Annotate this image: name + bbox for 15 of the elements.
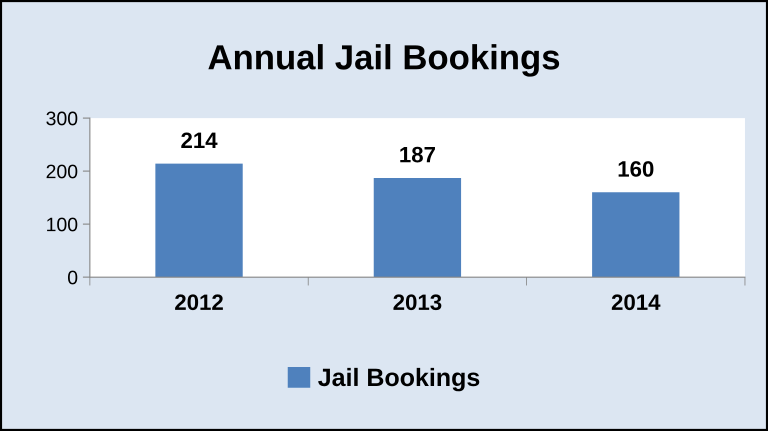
y-tick-label: 300	[46, 112, 78, 126]
y-tick-label: 200	[46, 164, 78, 178]
y-tick-label: 100	[47, 218, 78, 232]
legend-label: Jail Bookings	[318, 368, 480, 392]
x-tick-label: 2014	[612, 294, 660, 310]
x-tick-label: 2013	[393, 294, 442, 310]
data-label: 214	[181, 132, 218, 148]
x-tick-label: 2012	[175, 294, 223, 310]
chart-title: Annual Jail Bookings	[208, 44, 560, 77]
data-label: 187	[400, 146, 435, 162]
bar	[155, 164, 243, 278]
bar	[592, 192, 680, 278]
data-label: 160	[618, 161, 654, 177]
bar	[374, 178, 462, 278]
y-tick-label: 0	[68, 270, 78, 284]
